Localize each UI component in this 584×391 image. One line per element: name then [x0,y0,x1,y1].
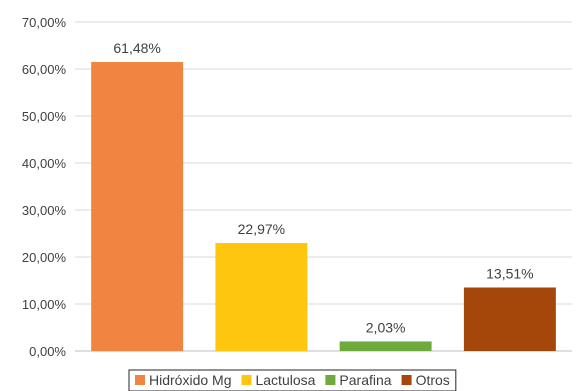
data-labels: 61,48% 22,97% 2,03% 13,51% [113,40,533,335]
data-label: 22,97% [238,221,285,237]
data-label: 13,51% [486,266,533,282]
data-label: 2,03% [366,319,406,335]
legend-swatch [241,375,252,385]
y-tick-label: 50,00% [22,109,67,124]
legend-label: Lactulosa [255,372,315,388]
y-axis-tick-labels: 0,00% 10,00% 20,00% 30,00% 40,00% 50,00% 60,00… [22,15,67,359]
y-tick-label: 20,00% [22,250,67,265]
bar-lactulosa [215,243,308,351]
legend: Hidróxido Mg Lactulosa Parafina Otros [128,369,457,391]
legend-item: Hidróxido Mg [135,372,231,388]
legend-swatch [135,375,145,385]
y-tick-label: 30,00% [22,203,67,218]
bar-otros [463,287,556,351]
legend-swatch [325,375,336,385]
bar-hidr-xido-mg [91,62,184,351]
legend-border [128,369,457,391]
bars [91,62,556,351]
data-label: 61,48% [113,40,160,56]
legend-item: Parafina [325,372,392,388]
legend-item: Otros [401,372,450,388]
y-tick-label: 0,00% [29,344,66,359]
legend-label: Otros [416,372,450,388]
legend-item: Lactulosa [241,372,316,388]
legend-label: Parafina [339,372,391,388]
y-tick-label: 70,00% [22,15,67,30]
y-tick-label: 10,00% [22,297,67,312]
y-tick-label: 60,00% [22,62,67,77]
legend-swatch [401,375,412,385]
legend-label: Hidróxido Mg [149,372,231,388]
y-tick-label: 40,00% [22,156,67,171]
bar-parafina [339,341,432,351]
